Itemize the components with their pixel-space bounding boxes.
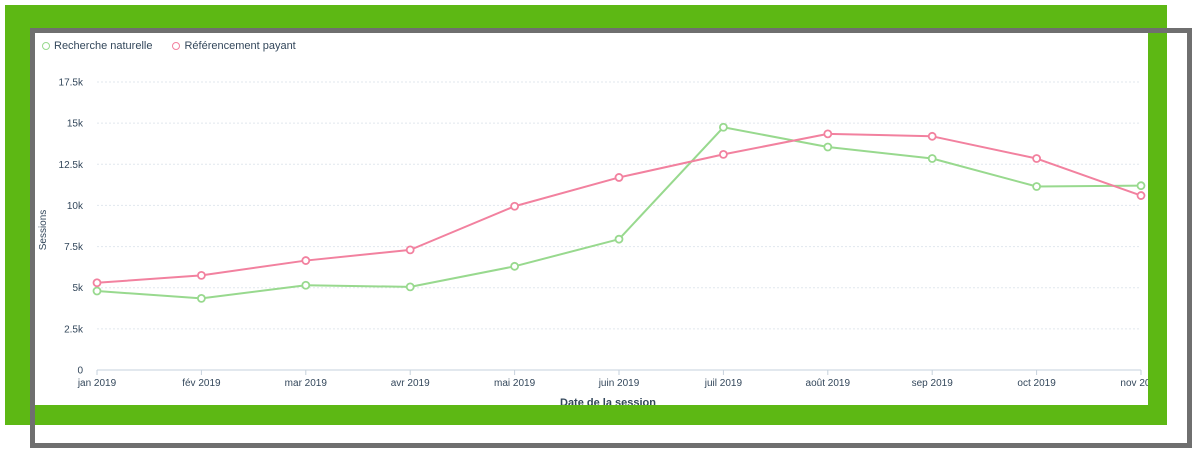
data-point-1[interactable] [719,150,728,159]
data-point-0[interactable] [927,154,937,163]
data-point-0[interactable] [719,122,728,132]
data-point-0[interactable] [1032,182,1041,191]
data-point-1[interactable] [927,131,937,141]
data-point-1[interactable] [614,173,624,182]
data-point-1[interactable] [92,278,102,288]
legend-item-referencement-payant[interactable]: Référencement payant [172,40,296,52]
x-axis-ticks: jan 2019 fév 2019 mar 2019 avr 2019 mai 2019… [77,370,1148,389]
y-axis-title: Sessions [38,210,49,251]
legend: Recherche naturelle Référencement payant [42,40,296,52]
legend-label-recherche-naturelle: Recherche naturelle [54,40,153,52]
legend-marker-referencement-payant [172,42,181,50]
data-point-1[interactable] [1136,191,1146,200]
line-chart: 0 2.5k 5k 7.5k 10k 12.5k 15k 17.5k jan 2019 fév … [38,78,1148,406]
series-lines [92,122,1146,303]
data-point-0[interactable] [405,282,415,292]
legend-label-referencement-payant: Référencement payant [184,40,296,52]
x-tick-label: mar 2019 [285,378,328,389]
data-point-0[interactable] [1136,181,1146,191]
data-point-1[interactable] [510,201,520,211]
y-axis-ticks: 0 2.5k 5k 7.5k 10k 12.5k 15k 17.5k [59,78,84,377]
x-axis-title: Date de la session [560,397,656,405]
data-point-1[interactable] [301,256,311,265]
x-tick-label: nov 2019 [1120,378,1148,389]
y-tick-label: 10k [67,201,84,212]
data-point-0[interactable] [823,142,833,152]
x-tick-label: oct 2019 [1017,378,1056,389]
data-point-1[interactable] [196,270,206,280]
x-tick-label: mai 2019 [494,378,536,389]
data-point-1[interactable] [405,245,415,255]
y-tick-label: 12.5k [59,160,84,171]
data-point-0[interactable] [196,294,206,303]
x-tick-label: sep 2019 [912,378,954,389]
x-tick-label: juin 2019 [598,378,640,389]
data-point-0[interactable] [92,286,102,296]
data-point-1[interactable] [823,129,833,139]
y-tick-label: 17.5k [59,78,84,89]
x-tick-label: avr 2019 [391,378,430,389]
y-tick-label: 2.5k [64,324,84,335]
x-tick-label: jan 2019 [77,378,117,389]
legend-item-recherche-naturelle[interactable]: Recherche naturelle [42,40,152,52]
y-tick-label: 15k [67,119,84,130]
y-tick-label: 7.5k [64,242,84,253]
x-tick-label: fév 2019 [182,378,221,389]
x-tick-label: juil 2019 [704,378,743,389]
data-point-0[interactable] [614,234,624,244]
data-point-1[interactable] [1032,154,1041,163]
legend-marker-recherche-naturelle [42,42,50,50]
grid-lines [97,81,1141,330]
data-point-0[interactable] [510,261,520,271]
data-point-0[interactable] [301,280,311,290]
y-tick-label: 5k [72,283,84,294]
grey-frame [30,28,1192,448]
chart-card: Recherche naturelle Référencement payant… [33,30,1148,405]
y-tick-label: 0 [77,366,83,377]
x-tick-label: août 2019 [806,378,851,389]
